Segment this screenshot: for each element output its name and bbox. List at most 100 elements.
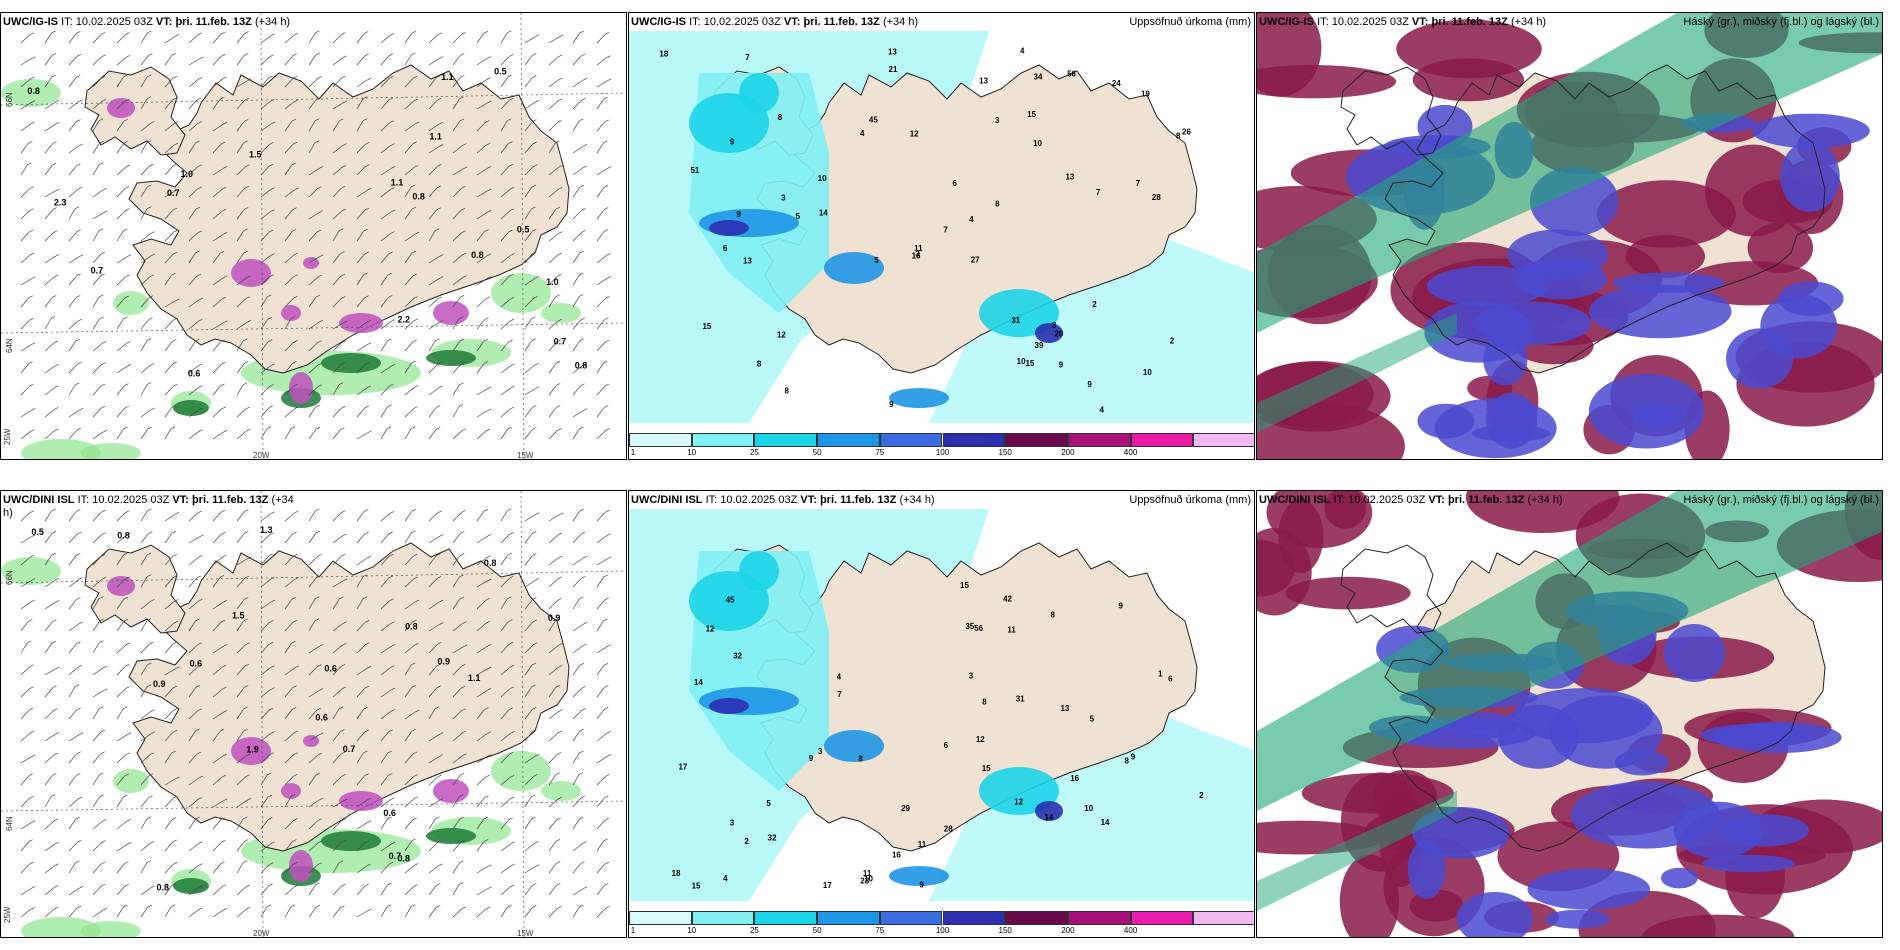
value-label: 10 [1084,804,1093,813]
value-label: 0.8 [156,883,169,893]
colorbar-swatch [879,433,943,447]
panel-dini-precip: UWC/DINI ISL IT: 10.02.2025 03Z VT: þri.… [628,490,1255,938]
value-label: 12 [976,735,985,744]
value-label: 3 [818,747,823,756]
value-label: 5 [796,212,801,221]
lon-label-20w: 20W [253,451,270,460]
panel-title: UWC/IG-IS IT: 10.02.2025 03Z VT: þri. 11… [1259,16,1547,28]
colorbar-tick: 200 [1061,448,1075,457]
value-label: 15 [1025,359,1034,368]
value-label: 34 [1034,72,1043,81]
value-label: 56 [1067,69,1076,78]
value-label: 4 [837,673,842,682]
colorbar-tick: 50 [812,926,822,935]
value-label: 31 [1011,316,1020,325]
value-label: 0.8 [484,558,497,568]
value-label: 28 [944,825,953,834]
value-label: 1.1 [391,177,404,187]
value-label: 1.1 [468,673,481,683]
colorbar-swatch [1005,433,1068,447]
value-label: 1.5 [249,149,262,159]
value-label: 3 [781,194,786,203]
value-label: 32 [768,833,777,842]
panel-title: UWC/DINI ISL IT: 10.02.2025 03Z VT: þri.… [631,494,935,506]
value-label: 4 [1020,46,1025,55]
value-label: 5 [766,799,771,808]
panel-right-title: Uppsöfnuð úrkoma (mm) [1129,16,1251,28]
colorbar-swatch [879,911,943,925]
panel-dini-wind: UWC/DINI ISL IT: 10.02.2025 03Z VT: þri.… [0,490,627,938]
value-label: 1.9 [246,745,259,755]
value-label: 0.5 [31,527,44,537]
value-label: 8 [784,387,789,396]
value-label: 6 [1168,675,1173,684]
lat-label-64n: 64N [5,816,14,831]
value-label: 2.2 [397,315,410,325]
value-label: 15 [702,322,711,331]
value-label: 8 [778,113,783,122]
value-label: 9 [919,880,924,889]
colorbar-tick: 75 [875,926,885,935]
value-label: 2 [744,837,749,846]
colorbar-tick: 10 [687,448,697,457]
lon-label-20w: 20W [253,929,270,938]
value-label: 9 [809,754,814,763]
colorbar-tick: 200 [1061,926,1075,935]
value-label: 8 [1125,756,1130,765]
panel-title: UWC/DINI ISL IT: 10.02.2025 03Z VT: þri.… [3,494,294,519]
lon-label-25w: 25W [3,428,12,445]
wind-map: 1.00.70.80.50.50.70.81.12.22.31.00.80.60… [1,13,626,459]
value-label: 21 [889,65,898,74]
value-label: 16 [912,251,921,260]
value-label: 0.9 [437,657,450,667]
value-label: 32 [733,652,742,661]
value-label: 15 [982,764,991,773]
precip-map: 1861010472731871031324131557856916819345… [629,13,1254,459]
value-label: 0.6 [190,658,203,668]
colorbar-tick: 25 [749,448,759,457]
value-label: 18 [672,869,681,878]
value-label: 16 [1070,774,1079,783]
value-label: 11 [1007,625,1016,634]
value-label: 0.5 [517,224,530,234]
lon-label-15w: 15W [517,451,534,460]
value-label: 7 [943,226,948,235]
value-label: 9 [730,137,735,146]
value-label: 10 [1033,139,1042,148]
value-label: 0.7 [554,336,567,346]
panel-ig-precip: UWC/IG-IS IT: 10.02.2025 03Z VT: þri. 11… [628,12,1255,460]
colorbar-swatch [629,911,692,925]
value-label: 4 [860,129,865,138]
value-label: 14 [819,208,828,217]
value-label: 15 [692,882,701,891]
panel-title: UWC/IG-IS IT: 10.02.2025 03Z VT: þri. 11… [631,16,919,28]
cloud-map [1257,491,1882,937]
value-label: 1.1 [441,72,454,82]
value-label: 8 [858,754,863,763]
colorbar-tick: 100 [935,448,950,457]
value-label: 2 [1199,791,1204,800]
value-label: 17 [678,762,687,771]
value-label: 0.7 [167,188,180,198]
lat-label-64n: 64N [5,338,14,353]
value-label: 0.9 [153,679,166,689]
value-label: 4 [723,874,728,883]
value-label: 13 [1065,173,1074,182]
value-label: 1.0 [546,277,559,287]
colorbar-swatch [1193,433,1254,447]
value-label: 14 [694,678,703,687]
colorbar-tick: 25 [749,926,759,935]
lat-label-66n: 66N [5,92,14,107]
value-label: 0.7 [91,265,104,275]
value-label: 9 [1059,360,1064,369]
colorbar-swatch [1193,911,1254,925]
colorbar-swatch [629,433,692,447]
value-label: 17 [823,881,832,890]
value-label: 10 [1143,368,1152,377]
value-label: 4 [969,215,974,224]
value-label: 27 [971,255,980,264]
value-label: 0.7 [343,744,356,754]
value-label: 14 [1101,818,1110,827]
value-label: 2.3 [54,197,67,207]
value-label: 7 [1136,179,1141,188]
